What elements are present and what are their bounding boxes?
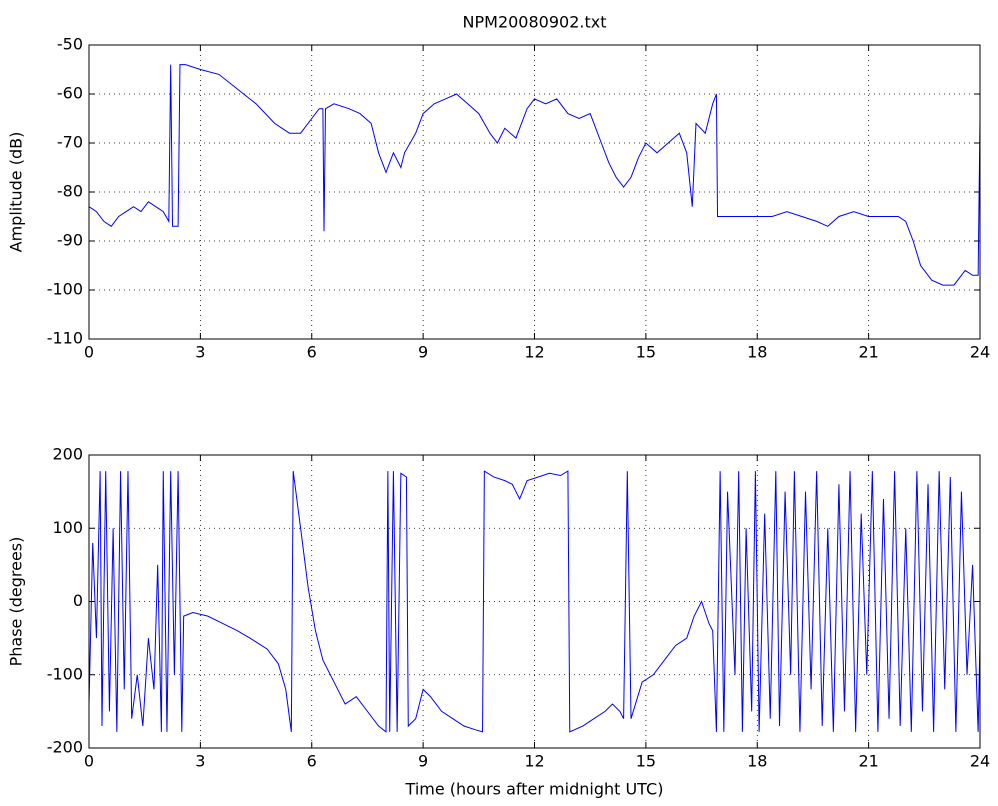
y-tick-label: -200 <box>47 738 83 757</box>
x-tick-label: 0 <box>84 752 94 771</box>
axes-box <box>88 454 981 749</box>
x-tick-label: 18 <box>747 343 767 362</box>
x-tick-label: 12 <box>524 752 544 771</box>
x-tick-label: 9 <box>418 752 428 771</box>
y-axis-label: Phase (degrees) <box>7 537 26 667</box>
x-tick-label: 9 <box>418 343 428 362</box>
y-tick-label: -90 <box>57 231 83 250</box>
y-tick-label: -110 <box>47 329 83 348</box>
y-tick-label: -60 <box>57 84 83 103</box>
y-tick-label: -100 <box>47 664 83 683</box>
data-line <box>88 470 981 733</box>
x-tick-label: 0 <box>84 343 94 362</box>
x-tick-label: 15 <box>636 343 656 362</box>
y-tick-label: -70 <box>57 133 83 152</box>
x-tick-label: 24 <box>970 752 990 771</box>
chart-title: NPM20080902.txt <box>463 13 607 32</box>
y-tick-label: 0 <box>73 591 83 610</box>
y-tick-label: 100 <box>52 518 83 537</box>
x-tick-label: 15 <box>636 752 656 771</box>
y-tick-label: 200 <box>52 445 83 464</box>
x-tick-label: 6 <box>307 343 317 362</box>
x-tick-label: 3 <box>195 752 205 771</box>
x-tick-label: 12 <box>524 343 544 362</box>
x-tick-label: 18 <box>747 752 767 771</box>
x-tick-label: 24 <box>970 343 990 362</box>
y-axis-label: Amplitude (dB) <box>7 132 26 253</box>
x-tick-label: 6 <box>307 752 317 771</box>
x-axis-label: Time (hours after midnight UTC) <box>405 780 664 799</box>
x-tick-label: 21 <box>858 752 878 771</box>
x-tick-label: 21 <box>858 343 878 362</box>
y-tick-label: -100 <box>47 280 83 299</box>
x-tick-label: 3 <box>195 343 205 362</box>
y-tick-label: -80 <box>57 182 83 201</box>
axes-box <box>88 44 981 340</box>
y-tick-label: -50 <box>57 35 83 54</box>
data-line <box>88 64 981 286</box>
